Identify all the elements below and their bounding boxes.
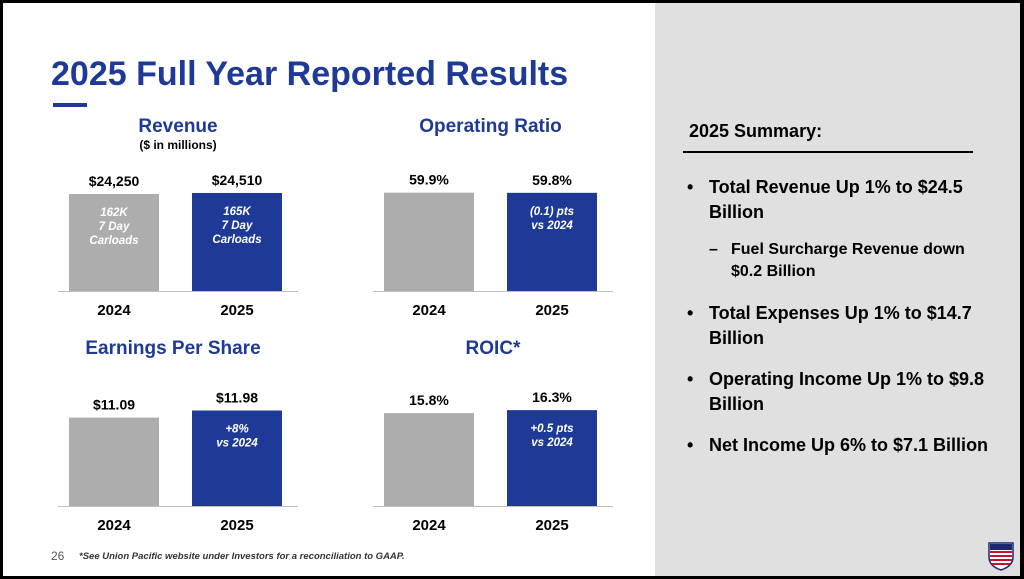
bar	[69, 194, 159, 291]
x-tick-label: 2025	[535, 302, 568, 319]
chart-title-operating-ratio: Operating Ratio	[419, 116, 562, 137]
data-label: $11.09	[93, 397, 135, 413]
x-tick-label: 2025	[220, 517, 253, 534]
summary-item-text: Total Revenue Up 1% to $24.5 Billion	[709, 177, 963, 222]
bar	[192, 410, 282, 506]
bar-annotation: 162K	[100, 207, 128, 219]
bar-annotation: +0.5 pts	[530, 423, 573, 435]
chart-subtitle-revenue: ($ in millions)	[139, 138, 217, 152]
chart-title-eps: Earnings Per Share	[85, 338, 261, 359]
bar	[384, 413, 474, 506]
chart-title-revenue: Revenue	[138, 116, 218, 137]
summary-item: • Total Expenses Up 1% to $14.7 Billion	[683, 301, 998, 351]
data-label: 15.8%	[409, 392, 449, 408]
summary-item: • Total Revenue Up 1% to $24.5 Billion	[683, 175, 998, 225]
bar-annotation: vs 2024	[531, 437, 573, 449]
x-tick-label: 2024	[412, 517, 446, 534]
summary-item-text: Total Expenses Up 1% to $14.7 Billion	[709, 303, 972, 348]
summary-item: • Net Income Up 6% to $7.1 Billion	[683, 433, 998, 458]
bullet-icon: •	[687, 435, 694, 455]
summary-item-text: Net Income Up 6% to $7.1 Billion	[709, 435, 989, 455]
data-label: $24,510	[212, 172, 263, 188]
chart-title-roic: ROIC*	[465, 338, 521, 359]
bar-annotation: 7 Day	[222, 220, 253, 232]
bar	[192, 192, 282, 291]
page-title: 2025 Full Year Reported Results	[51, 55, 569, 93]
bar	[507, 410, 597, 506]
bar-annotation: 165K	[223, 206, 251, 218]
operating-ratio-chart: 59.9% 2024 59.8% (0.1) pts vs 2024 2025	[373, 172, 613, 319]
roic-chart: 15.8% 2024 16.3% +0.5 pts vs 2024 2025	[373, 389, 613, 534]
summary-panel	[655, 3, 1020, 576]
x-tick-label: 2024	[97, 517, 131, 534]
bar	[384, 192, 474, 291]
bullet-icon: •	[687, 303, 694, 323]
x-tick-label: 2025	[220, 302, 253, 319]
footnote: *See Union Pacific website under Investo…	[79, 551, 405, 562]
data-label: 59.9%	[409, 172, 449, 188]
bullet-icon: •	[687, 177, 694, 197]
bar-annotation: +8%	[225, 424, 248, 436]
x-tick-label: 2024	[97, 302, 131, 319]
data-label: $11.98	[216, 390, 258, 406]
bar	[69, 417, 159, 506]
slide: 2025 Full Year Reported Results Revenue …	[3, 3, 1020, 576]
page-number: 26	[51, 549, 65, 563]
dash-icon: –	[709, 241, 718, 258]
bar-annotation: 7 Day	[99, 221, 130, 233]
summary-divider	[683, 151, 973, 153]
union-pacific-shield-logo-icon	[988, 542, 1014, 571]
summary-list: • Total Revenue Up 1% to $24.5 Billion – F…	[683, 175, 998, 474]
bar-annotation: (0.1) pts	[530, 206, 574, 218]
summary-title: 2025 Summary:	[689, 121, 823, 141]
bar-annotation: vs 2024	[216, 438, 258, 450]
data-label: $24,250	[89, 173, 140, 189]
title-underline	[53, 103, 87, 107]
bar-annotation: Carloads	[212, 234, 261, 246]
data-label: 59.8%	[532, 172, 572, 188]
x-tick-label: 2024	[412, 302, 446, 319]
summary-subitem: – Fuel Surcharge Revenue down $0.2 Billio…	[683, 239, 998, 283]
revenue-chart: $24,250 162K 7 Day Carloads 2024 $24,510 165K 7…	[58, 172, 298, 319]
x-tick-label: 2025	[535, 517, 568, 534]
summary-item-text: Operating Income Up 1% to $9.8 Billion	[709, 369, 985, 414]
data-label: 16.3%	[532, 389, 572, 405]
summary-item: • Operating Income Up 1% to $9.8 Billion	[683, 367, 998, 417]
bar-annotation: Carloads	[89, 235, 138, 247]
bullet-icon: •	[687, 369, 694, 389]
bar-annotation: vs 2024	[531, 220, 573, 232]
summary-subitem-text: Fuel Surcharge Revenue down $0.2 Billion	[731, 241, 965, 280]
eps-chart: $11.09 2024 $11.98 +8% vs 2024 2025	[58, 390, 298, 534]
bar	[507, 192, 597, 291]
